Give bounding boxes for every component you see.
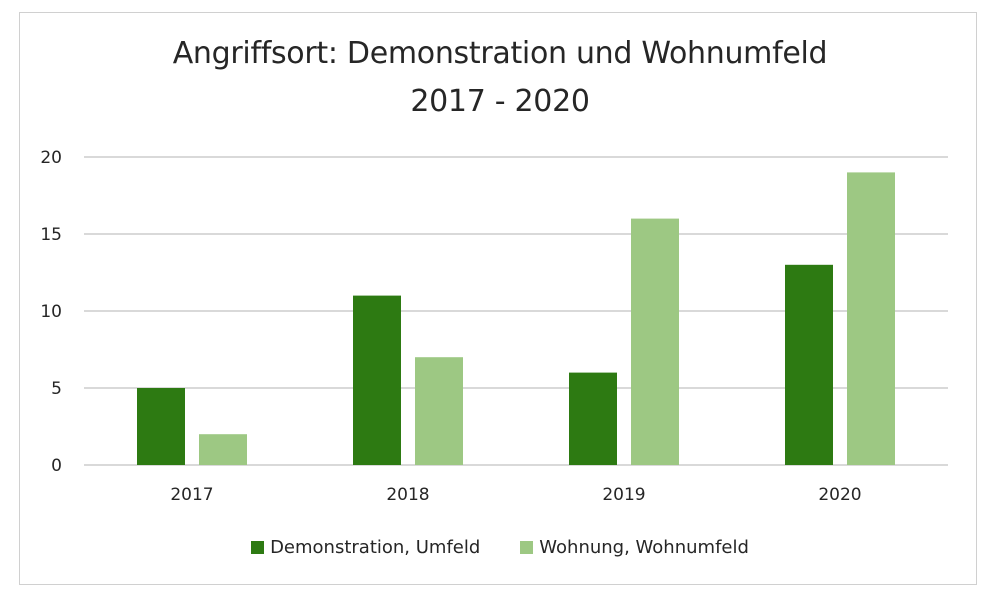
bar-wohnung-2020 [847, 172, 895, 465]
legend-label-demonstration: Demonstration, Umfeld [270, 537, 481, 558]
legend-swatch-demonstration [251, 541, 265, 554]
bar-demonstration-2020 [785, 264, 833, 465]
chart-title: Angriffsort: Demonstration und Wohnumfel… [172, 36, 828, 71]
x-tick-label-2020: 2020 [818, 485, 861, 505]
x-tick-label-2019: 2019 [602, 485, 645, 505]
bar-demonstration-2019 [569, 372, 617, 465]
legend-item-wohnung: Wohnung, Wohnumfeld [520, 537, 749, 558]
bar-wohnung-2018 [415, 357, 463, 465]
legend-item-demonstration: Demonstration, Umfeld [251, 537, 480, 558]
y-tick-label-10: 10 [40, 302, 62, 322]
bar-wohnung-2017 [199, 434, 247, 465]
y-tick-label-0: 0 [51, 456, 62, 476]
bar-demonstration-2017 [137, 388, 185, 465]
legend-swatch-wohnung [520, 541, 534, 554]
x-tick-label-2018: 2018 [386, 485, 429, 505]
y-tick-label-15: 15 [40, 225, 62, 245]
legend-label-wohnung: Wohnung, Wohnumfeld [539, 537, 749, 558]
x-tick-label-2017: 2017 [170, 485, 213, 505]
chart-subtitle: 2017 - 2020 [410, 84, 590, 119]
y-tick-label-20: 20 [40, 148, 62, 168]
legend: Demonstration, Umfeld Wohnung, Wohnumfel… [0, 537, 1000, 558]
y-tick-label-5: 5 [51, 379, 62, 399]
bar-wohnung-2019 [631, 218, 679, 465]
bar-demonstration-2018 [353, 295, 401, 465]
